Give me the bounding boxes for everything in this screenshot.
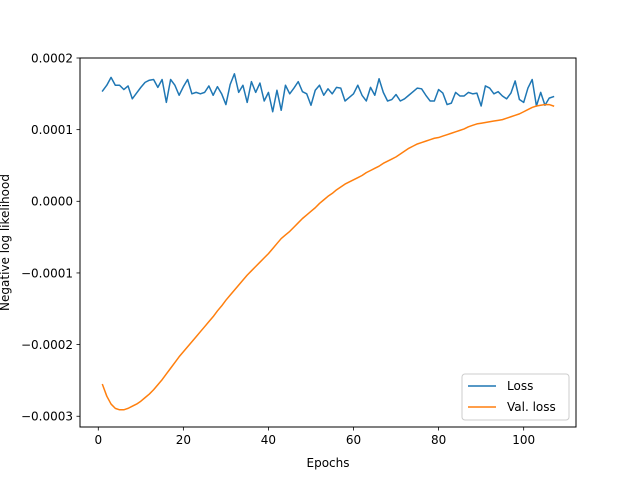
series-line-loss [101, 73, 555, 113]
y-axis-ticks: −0.0003 −0.0002 −0.0001 0.0000 0.0001 0.0002 [21, 51, 80, 424]
x-tick-label: 80 [431, 433, 446, 447]
y-tick-label: 0.0001 [31, 123, 73, 137]
x-tick-label: 60 [346, 433, 361, 447]
y-tick-label: −0.0003 [21, 410, 73, 424]
legend-label-loss: Loss [507, 379, 533, 393]
y-axis-label: Negative log likelihood [0, 174, 12, 311]
x-tick-label: 40 [261, 433, 276, 447]
series-line-val-loss [101, 103, 555, 411]
x-tick-label: 20 [176, 433, 191, 447]
y-tick-label: 0.0000 [31, 195, 73, 209]
series-layer [101, 73, 555, 411]
plot-area [80, 58, 576, 427]
y-tick-label: −0.0001 [21, 266, 73, 280]
x-tick-label: 100 [512, 433, 535, 447]
x-axis-label: Epochs [307, 456, 350, 470]
y-tick-label: −0.0002 [21, 338, 73, 352]
plot-frame [79, 57, 577, 428]
x-tick-label: 0 [94, 433, 102, 447]
y-tick-label: 0.0002 [31, 51, 73, 65]
x-axis-ticks: 0 20 40 60 80 100 [94, 427, 535, 447]
legend: Loss Val. loss [461, 373, 570, 421]
legend-label-val-loss: Val. loss [507, 400, 556, 414]
